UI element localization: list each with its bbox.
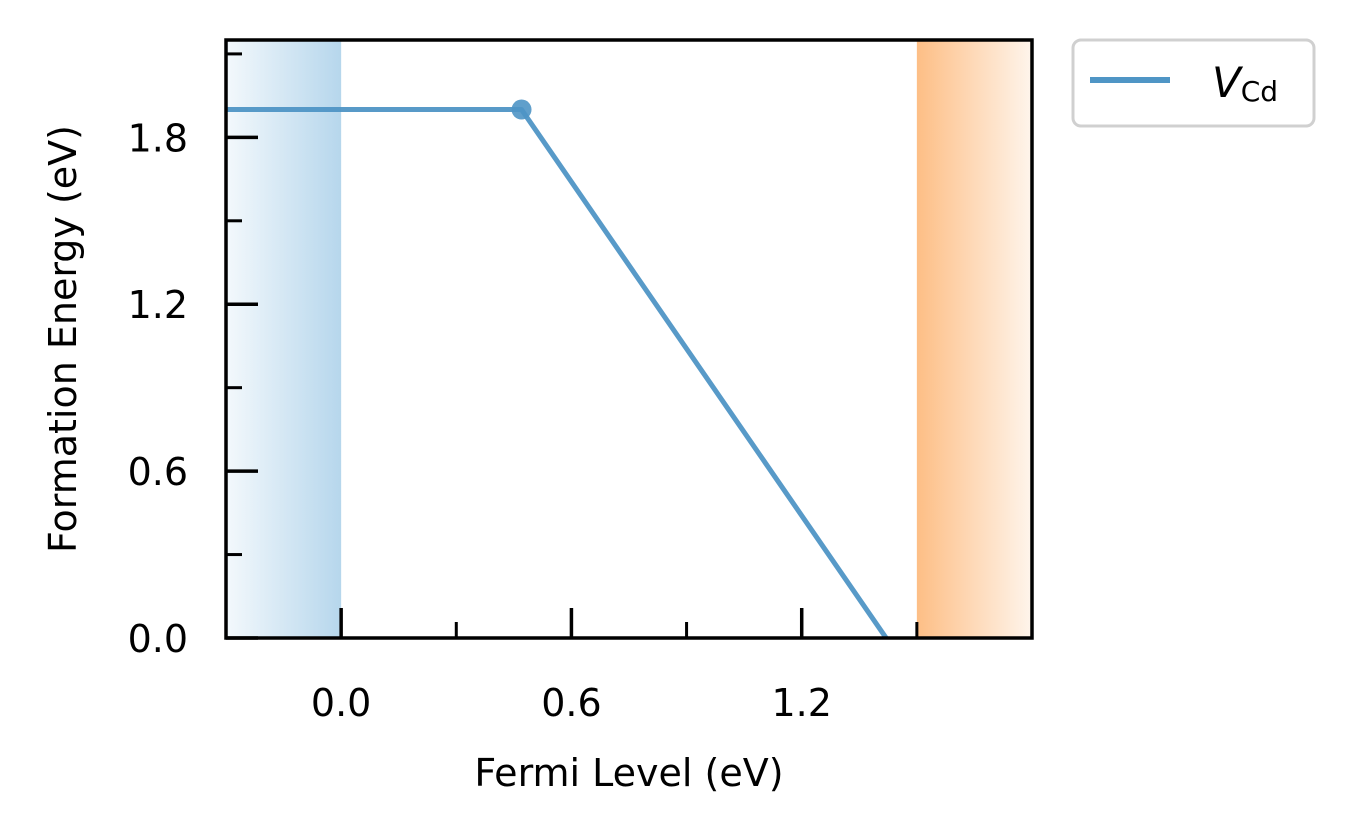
y-tick-label: 0.0 <box>128 617 188 661</box>
legend-label-v-cd: VCd <box>1212 58 1278 108</box>
x-tick-label: 0.6 <box>541 681 601 725</box>
plot-area <box>226 40 1032 638</box>
legend-label-subscript: Cd <box>1241 75 1278 108</box>
legend-label-main: V <box>1212 58 1244 107</box>
plot-frame <box>224 38 1034 640</box>
y-tick-label: 1.8 <box>128 116 188 160</box>
legend: VCd <box>1071 38 1316 128</box>
x-axis-label: Fermi Level (eV) <box>474 751 783 795</box>
valence-band-region <box>226 40 342 638</box>
transition-level-marker-0 <box>511 99 532 120</box>
conduction-band-region <box>916 40 1032 638</box>
y-tick-label: 0.6 <box>128 450 188 494</box>
y-axis-label: Formation Energy (eV) <box>41 125 85 553</box>
y-tick-label: 1.2 <box>128 283 188 327</box>
x-tick-label: 1.2 <box>771 681 831 725</box>
tick-layer: 0.0 0.6 1.2 0.0 0.6 1.2 1.8 <box>128 52 919 725</box>
legend-box <box>1071 38 1316 128</box>
x-tick-label: 0.0 <box>311 681 371 725</box>
series-layer <box>226 99 889 638</box>
